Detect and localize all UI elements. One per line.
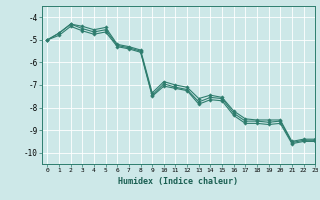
X-axis label: Humidex (Indice chaleur): Humidex (Indice chaleur) bbox=[118, 177, 238, 186]
